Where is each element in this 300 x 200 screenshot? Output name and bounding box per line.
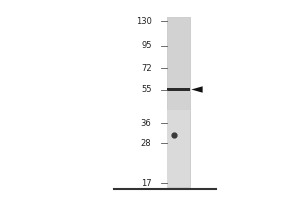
Text: 28: 28 [141, 139, 152, 148]
Bar [167, 17, 190, 187]
Text: 36: 36 [141, 119, 152, 128]
Text: 95: 95 [141, 41, 152, 50]
Polygon shape [191, 86, 203, 93]
Bar [167, 88, 190, 91]
Text: 72: 72 [141, 64, 152, 73]
Text: 130: 130 [136, 17, 152, 25]
Text: 17: 17 [141, 178, 152, 188]
Bar [167, 110, 190, 187]
Text: 55: 55 [141, 85, 152, 94]
